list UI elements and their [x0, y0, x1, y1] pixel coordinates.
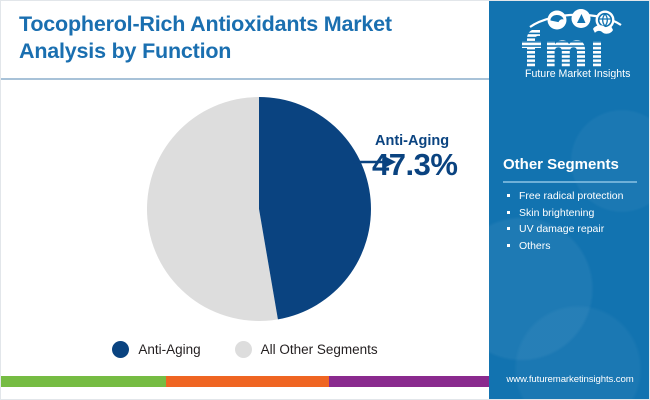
segment-label: Skin brightening: [519, 206, 595, 219]
footer-color-bar: [1, 376, 489, 387]
fmi-logo: Future Market Insights: [522, 9, 630, 79]
footer-bar-segment: [329, 376, 489, 387]
callout-label: Anti-Aging: [375, 133, 450, 149]
header-divider: [1, 78, 489, 80]
legend-swatch-icon: [112, 341, 130, 358]
logo-bubble-icons: [547, 9, 615, 30]
bullet-icon: [507, 210, 510, 214]
other-segments-list: Free radical protection Skin brightening U…: [505, 188, 647, 254]
segment-list-item: Free radical protection: [505, 188, 647, 205]
segment-list-item: Others: [505, 238, 647, 255]
legend-item-all-other-segments[interactable]: All Other Segments: [234, 341, 378, 358]
segment-label: UV damage repair: [519, 223, 605, 235]
pie-slice-all-other-segments: [147, 97, 278, 321]
legend-item-anti-aging[interactable]: Anti-Aging: [112, 341, 201, 358]
footer-bar-segment: [166, 376, 329, 387]
callout-value: 47.3%: [372, 147, 458, 182]
pie-slice-anti-aging: [259, 97, 371, 320]
bullet-icon: [507, 194, 510, 197]
pie-chart-svg: [147, 97, 371, 321]
bullet-icon: [507, 227, 510, 230]
other-segments-title: Other Segments: [503, 156, 619, 173]
legend-swatch-icon: [234, 341, 252, 358]
legend-label: Anti-Aging: [138, 342, 201, 357]
segment-list-item: Skin brightening: [505, 205, 647, 222]
page-title: Tocopherol-Rich Antioxidants Market Anal…: [19, 12, 392, 63]
segment-label: Free radical protection: [519, 190, 624, 202]
website-url[interactable]: www.futuremarketinsights.com: [506, 374, 634, 385]
brand-sidebar: Future Market Insights Other Segments Fr…: [489, 1, 649, 399]
bullet-icon: [507, 243, 510, 247]
segment-label: Others: [519, 239, 551, 252]
chart-legend: Anti-Aging All Other Segments: [1, 341, 489, 358]
callout-arrow-icon: [353, 156, 396, 168]
pie-chart: [147, 97, 371, 321]
legend-label: All Other Segments: [260, 342, 378, 357]
segments-divider: [503, 181, 637, 183]
chart-content-area: Tocopherol-Rich Antioxidants Market Anal…: [1, 1, 489, 387]
footer-bar-segment: [1, 376, 166, 387]
segment-list-item: UV damage repair: [505, 221, 647, 238]
logo-tagline: Future Market Insights: [525, 68, 630, 79]
